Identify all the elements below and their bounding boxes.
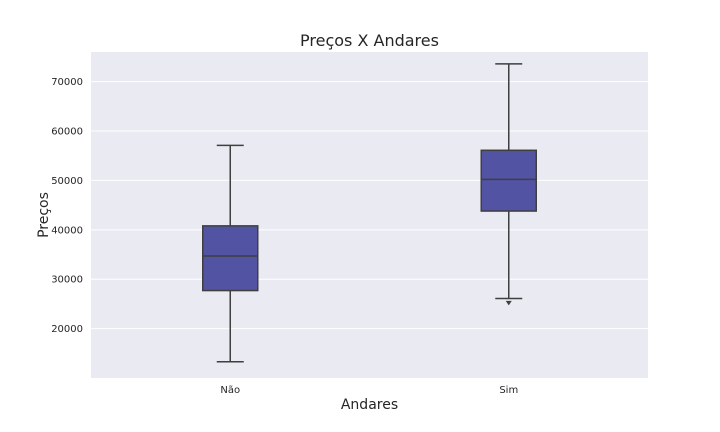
x-tick-labels: Não Sim bbox=[220, 385, 518, 396]
x-tick-label: Sim bbox=[499, 385, 518, 396]
iqr-box bbox=[480, 149, 537, 212]
y-tick-label: 30000 bbox=[51, 275, 83, 286]
iqr-box bbox=[202, 225, 259, 292]
y-tick-label: 60000 bbox=[51, 127, 83, 138]
boxes bbox=[202, 63, 537, 363]
y-tick-labels: 20000 30000 40000 50000 60000 70000 bbox=[51, 77, 83, 335]
outlier-point bbox=[505, 300, 512, 306]
y-axis-title: Preços bbox=[36, 192, 52, 238]
grid-lines bbox=[91, 81, 648, 330]
x-tick-label: Não bbox=[220, 385, 240, 396]
y-tick-label: 20000 bbox=[51, 324, 83, 335]
box-nao bbox=[202, 144, 259, 363]
y-tick-label: 40000 bbox=[51, 225, 83, 236]
chart-title: Preços X Andares bbox=[300, 31, 439, 50]
x-axis-title: Andares bbox=[341, 397, 398, 413]
plot-area bbox=[91, 52, 648, 378]
y-tick-label: 50000 bbox=[51, 176, 83, 187]
box-sim bbox=[480, 63, 537, 306]
y-tick-label: 70000 bbox=[51, 77, 83, 88]
